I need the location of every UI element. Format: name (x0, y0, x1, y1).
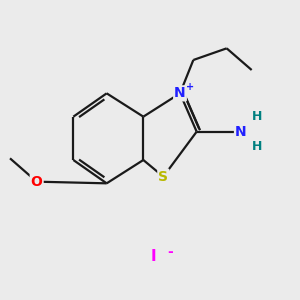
Text: N: N (235, 125, 247, 139)
Text: +: + (186, 82, 194, 92)
Text: S: S (158, 170, 168, 184)
Text: I: I (151, 249, 156, 264)
Text: N: N (174, 86, 186, 100)
Text: -: - (167, 245, 173, 259)
Text: H: H (251, 110, 262, 123)
Text: H: H (251, 140, 262, 153)
Text: O: O (31, 175, 43, 189)
